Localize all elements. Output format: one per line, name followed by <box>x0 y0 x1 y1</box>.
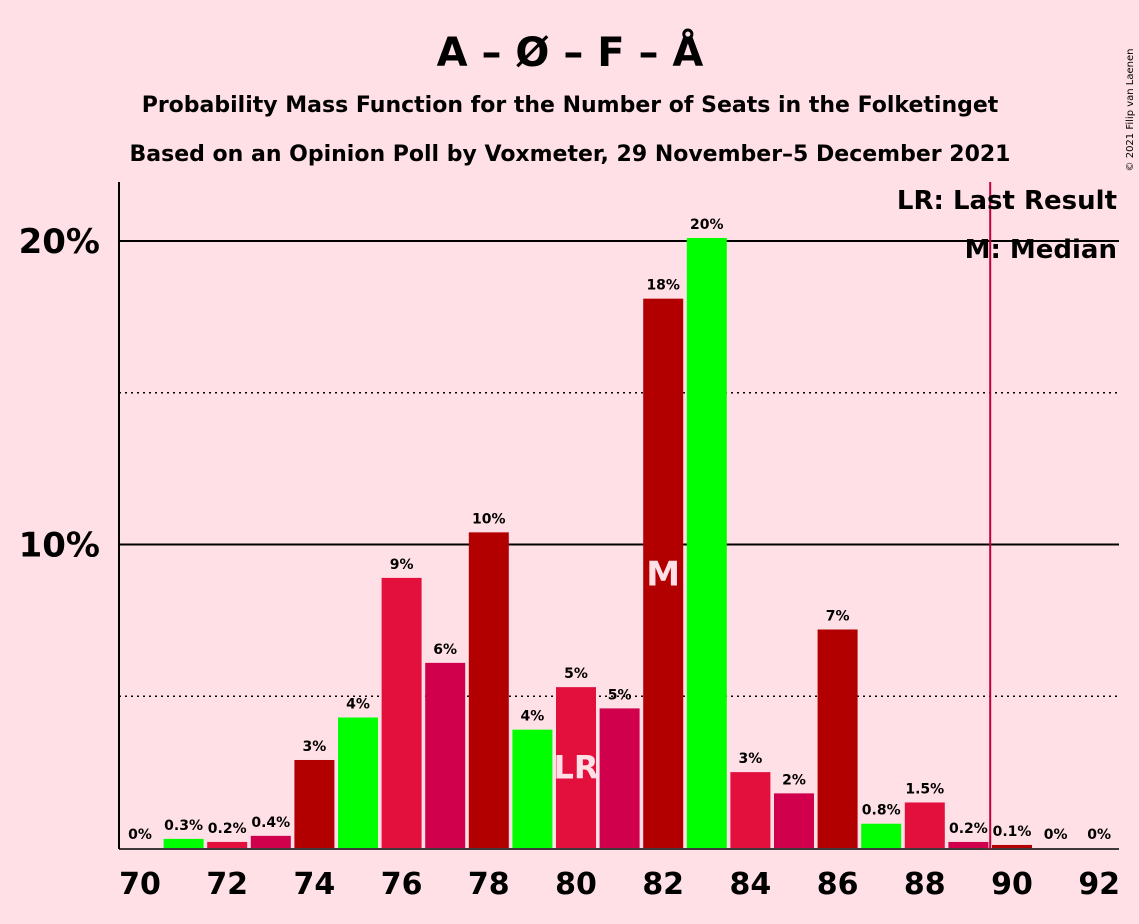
data-label-83: 20% <box>690 217 724 233</box>
data-label-85: 2% <box>782 772 806 788</box>
bar-90 <box>992 844 1032 848</box>
data-label-87: 0.8% <box>862 803 901 819</box>
data-label-74: 3% <box>303 739 327 755</box>
bar-81 <box>599 708 640 848</box>
x-tick-label: 88 <box>904 867 946 902</box>
x-tick-label: 80 <box>555 867 597 902</box>
data-label-73: 0.4% <box>251 815 290 831</box>
data-label-88: 1.5% <box>905 781 944 797</box>
y-tick-label: 10% <box>19 526 100 566</box>
bar-78 <box>468 532 509 848</box>
x-tick-label: 84 <box>730 867 772 902</box>
bar-73 <box>250 835 291 848</box>
bar-84 <box>730 772 771 848</box>
data-label-79: 4% <box>521 709 545 725</box>
bars <box>163 237 1032 849</box>
x-tick-label: 70 <box>119 867 161 902</box>
data-label-70: 0% <box>128 827 152 843</box>
bar-77 <box>425 662 466 848</box>
data-label-86: 7% <box>826 608 850 624</box>
chart-title: A – Ø – F – Å <box>437 27 704 76</box>
x-tick-label: 74 <box>294 867 336 902</box>
data-label-81: 5% <box>608 687 632 703</box>
y-axis-ticks: 10% 20% <box>19 222 100 566</box>
legend-last-result: LR: Last Result <box>897 186 1117 216</box>
bar-88 <box>904 802 945 848</box>
data-label-78: 10% <box>472 511 506 527</box>
x-tick-label: 92 <box>1078 867 1120 902</box>
bar-80 <box>556 687 596 848</box>
bar-75 <box>338 717 378 848</box>
chart-subtitle: Probability Mass Function for the Number… <box>142 93 999 118</box>
y-tick-label: 20% <box>19 222 100 262</box>
data-label-91: 0% <box>1044 827 1068 843</box>
last-result-marker: LR <box>553 749 598 787</box>
bar-87 <box>861 823 902 848</box>
x-axis-ticks: 70 72 74 76 78 80 82 84 86 88 90 92 <box>119 867 1120 902</box>
x-tick-label: 90 <box>991 867 1033 902</box>
bar-79 <box>512 729 553 848</box>
x-tick-label: 72 <box>206 867 248 902</box>
x-tick-label: 82 <box>642 867 684 902</box>
bar-85 <box>774 793 814 848</box>
data-label-75: 4% <box>346 696 370 712</box>
bar-86 <box>817 629 858 848</box>
data-label-72: 0.2% <box>208 821 247 837</box>
legend-median: M: Median <box>965 235 1117 265</box>
bar-76 <box>381 577 422 848</box>
bar-83 <box>686 237 727 849</box>
data-label-84: 3% <box>739 751 763 767</box>
data-label-77: 6% <box>433 642 457 658</box>
grid-lines <box>119 240 1119 697</box>
data-labels: 0%0.3% 0.2% 0.4%3%4%9%6%10%4%5%5%18%20%3%2… <box>128 217 1111 843</box>
data-label-76: 9% <box>390 557 414 573</box>
chart-subtitle-poll: Based on an Opinion Poll by Voxmeter, 29… <box>130 142 1011 167</box>
x-tick-label: 76 <box>381 867 423 902</box>
bar-89 <box>948 841 989 848</box>
data-label-80: 5% <box>564 666 588 682</box>
bar-74 <box>294 759 335 848</box>
median-marker: M <box>646 554 680 594</box>
x-tick-label: 78 <box>468 867 510 902</box>
bar-82 <box>643 298 684 848</box>
bar-71 <box>163 838 204 848</box>
data-label-89: 0.2% <box>949 821 988 837</box>
data-label-71: 0.3% <box>164 818 203 834</box>
bar-72 <box>207 841 248 848</box>
data-label-90: 0.1% <box>993 824 1032 840</box>
x-tick-label: 86 <box>817 867 859 902</box>
data-label-92: 0% <box>1087 827 1111 843</box>
copyright-text: © 2021 Filip van Laenen <box>1125 49 1136 172</box>
data-label-82: 18% <box>646 278 680 294</box>
